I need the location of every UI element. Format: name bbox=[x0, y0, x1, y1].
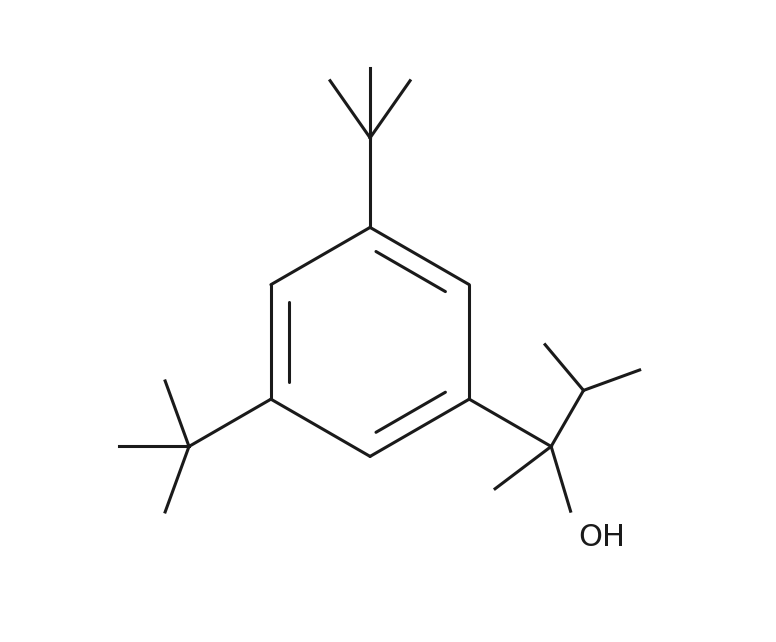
Text: OH: OH bbox=[579, 523, 625, 552]
